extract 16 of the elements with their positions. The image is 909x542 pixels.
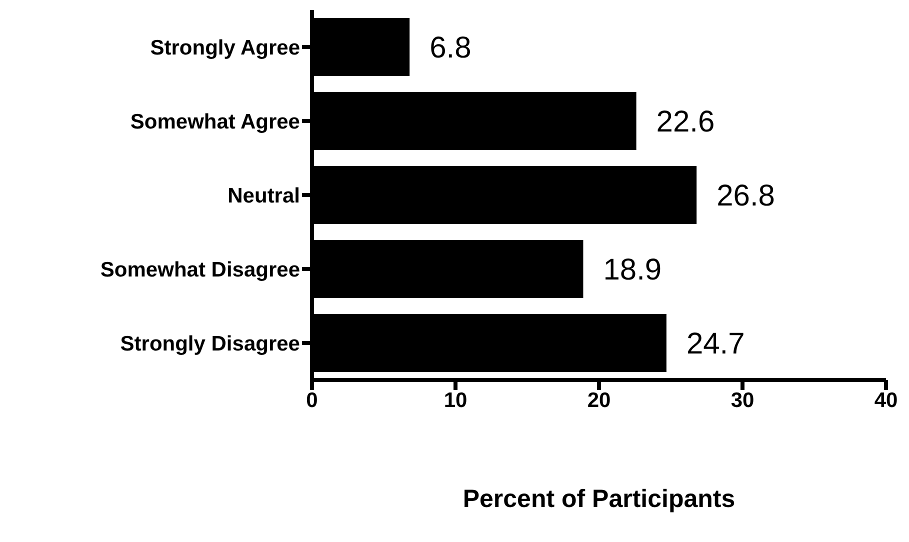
- x-axis-title: Percent of Participants: [462, 485, 736, 513]
- y-tick-label: Somewhat Agree: [130, 110, 300, 134]
- y-tick-label: Neutral: [228, 184, 300, 208]
- x-tick-label: 10: [444, 388, 468, 412]
- data-label: 24.7: [686, 328, 745, 361]
- y-tick-label: Strongly Disagree: [120, 332, 300, 356]
- data-label: 18.9: [603, 254, 662, 287]
- x-tick-label: 30: [730, 388, 754, 412]
- x-tick-label: 20: [587, 388, 611, 412]
- data-label: 6.8: [430, 32, 472, 65]
- data-label: 22.6: [656, 106, 715, 139]
- y-tick-label: Strongly Agree: [150, 36, 300, 60]
- data-label: 26.8: [716, 180, 775, 213]
- y-tick-label: Somewhat Disagree: [100, 258, 300, 282]
- x-tick-label: 0: [306, 388, 318, 412]
- x-tick-label: 40: [874, 388, 898, 412]
